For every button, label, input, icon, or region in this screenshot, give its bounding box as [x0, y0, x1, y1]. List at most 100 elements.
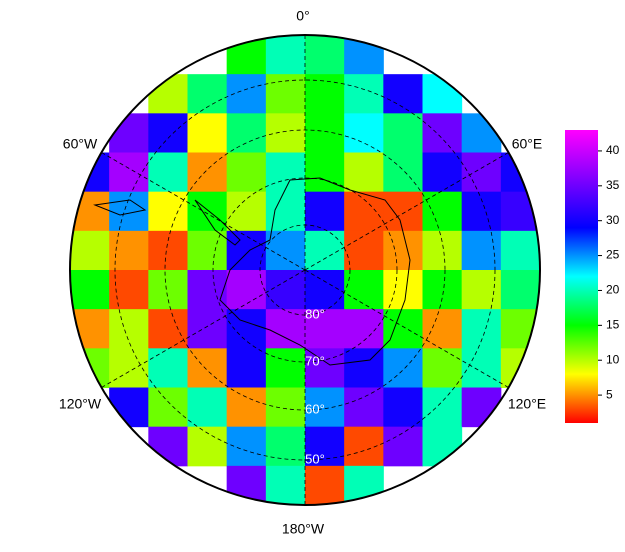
field-cell: [265, 230, 306, 271]
field-cell: [500, 191, 540, 232]
field-cell: [422, 230, 463, 271]
field-cell: [226, 230, 267, 271]
field-cell: [148, 309, 188, 349]
field-cell: [461, 191, 502, 232]
field-cell: [265, 152, 306, 193]
field-cell: [422, 309, 463, 349]
field-cell: [226, 152, 267, 193]
field-cell: [383, 270, 423, 310]
colorbar-label: 5: [606, 387, 613, 401]
field-cell: [305, 152, 345, 193]
field-cell: [109, 348, 149, 388]
colorbar-label: 30: [606, 213, 620, 227]
field-cell: [305, 35, 345, 75]
field-cell: [344, 270, 384, 310]
field-cell: [383, 387, 423, 428]
field-cell: [109, 152, 149, 193]
field-cell: [344, 387, 384, 428]
field-cell: [461, 152, 502, 193]
field-cell: [148, 270, 188, 310]
meridian-label: 60°W: [63, 136, 98, 152]
field-cell: [383, 309, 423, 349]
field-cell: [226, 113, 267, 153]
field-cell: [148, 191, 188, 232]
field-cell: [226, 387, 267, 428]
field-cell: [148, 113, 188, 153]
meridian-label: 180°W: [282, 521, 325, 537]
field-cell: [305, 387, 345, 428]
field-cell: [187, 387, 228, 428]
field-cell: [500, 309, 540, 349]
map-border: [69, 34, 541, 506]
colorbar-label: 10: [606, 352, 620, 366]
field-cell: [305, 348, 345, 388]
field-cell: [344, 230, 384, 271]
field-cell: [305, 465, 345, 505]
field-cell: [344, 309, 384, 349]
field-cell: [265, 270, 306, 310]
field-cell: [344, 152, 384, 193]
field-cell: [226, 35, 267, 75]
parallel-label: 80°: [305, 306, 325, 321]
field-cell: [305, 309, 345, 349]
graticule: [101, 35, 509, 505]
field-cell: [461, 230, 502, 271]
field-cell: [148, 387, 188, 428]
field-cell: [383, 230, 423, 271]
field-cell: [305, 270, 345, 310]
field-cell: [109, 191, 149, 232]
field-cell: [344, 74, 384, 114]
meridian-label: 0°: [296, 8, 309, 24]
field-cell: [70, 152, 110, 193]
field-cell: [305, 113, 345, 153]
field-cell: [187, 270, 228, 310]
field-cell: [148, 348, 188, 388]
parallel-label: 50°: [305, 451, 325, 466]
field-cell: [109, 309, 149, 349]
coastline: [93, 177, 411, 366]
field-cell: [500, 152, 540, 193]
colorbar-label: 20: [606, 283, 620, 297]
field-cell: [70, 270, 110, 310]
field-cell: [265, 426, 306, 467]
meridian-label: 60°E: [512, 136, 543, 152]
field-cell: [70, 348, 110, 388]
field-cell: [305, 74, 345, 114]
colorbar-label: 15: [606, 318, 620, 332]
field-cell: [305, 191, 345, 232]
field-cell: [226, 309, 267, 349]
field-cell: [187, 74, 228, 114]
field-cell: [226, 465, 267, 505]
colorbar: [565, 130, 598, 423]
field-cell: [265, 348, 306, 388]
field-cell: [500, 270, 540, 310]
field-cell: [187, 152, 228, 193]
field-cell: [70, 309, 110, 349]
field-cell: [422, 270, 463, 310]
field-cell: [344, 35, 384, 75]
field-cell: [226, 426, 267, 467]
field-cell: [226, 348, 267, 388]
field-cell: [344, 426, 384, 467]
field-cell: [187, 309, 228, 349]
field-cell: [383, 191, 423, 232]
parallel: [114, 79, 496, 461]
meridian-label: 120°W: [59, 396, 102, 412]
field-cell: [187, 191, 228, 232]
field-cell: [187, 230, 228, 271]
field-cell: [461, 270, 502, 310]
colorbar-label: 40: [606, 143, 620, 157]
field-cell: [461, 348, 502, 388]
field-cell: [148, 152, 188, 193]
field-cell: [265, 113, 306, 153]
field-cell: [344, 348, 384, 388]
field-cell: [265, 35, 306, 75]
field-cell: [70, 191, 110, 232]
field-cell: [422, 348, 463, 388]
field-cell: [305, 426, 345, 467]
field-cell: [383, 113, 423, 153]
field-cell: [148, 230, 188, 271]
field-cell: [187, 113, 228, 153]
field-cell: [422, 191, 463, 232]
